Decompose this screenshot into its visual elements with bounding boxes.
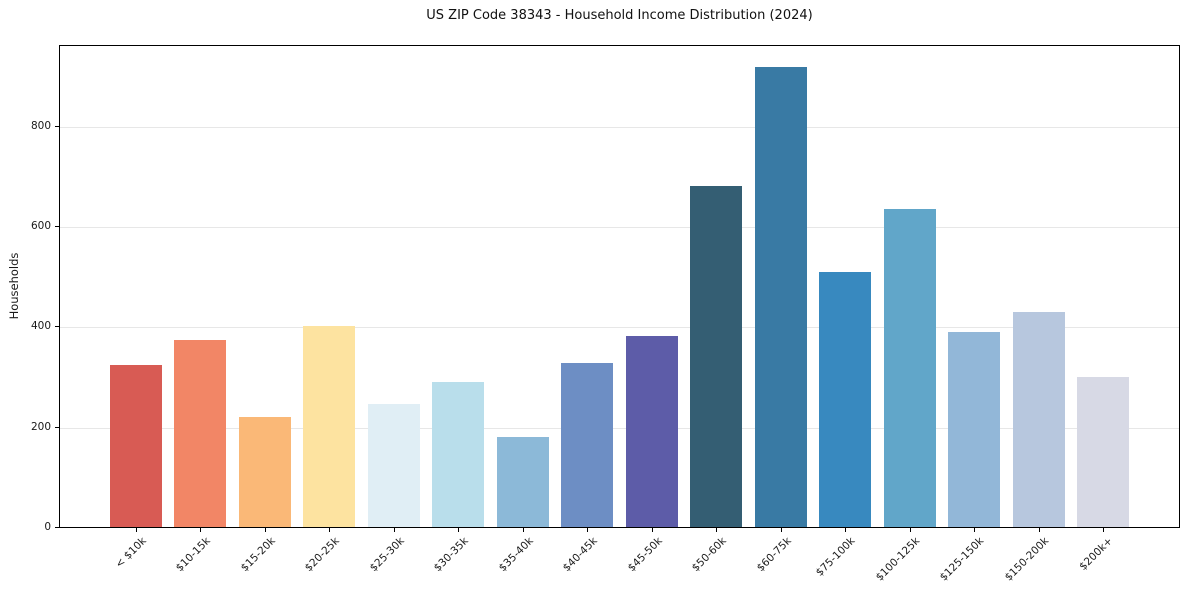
y-tick-200 (55, 426, 59, 428)
y-tick-label-600: 600 (30, 220, 51, 233)
x-tick-$150-200k (1039, 528, 1040, 532)
bar-$200k+ (1077, 377, 1129, 527)
bar-$45-50k (626, 336, 678, 527)
y-tick-400 (55, 326, 59, 328)
bar-$40-45k (561, 363, 613, 527)
x-tick-$200k+ (1103, 528, 1104, 532)
y-tick-label-0: 0 (44, 521, 51, 533)
x-tick-$45-50k (652, 528, 653, 532)
x-tick-$35-40k (523, 528, 524, 532)
y-axis-label: Households (7, 252, 21, 320)
bar-$15-20k (239, 417, 291, 527)
bar-$25-30k (368, 404, 420, 527)
x-tick-$30-35k (458, 528, 459, 532)
chart-title: US ZIP Code 38343 - Household Income Dis… (426, 8, 813, 23)
x-tick-$125-150k (974, 528, 975, 532)
x-tick-< $10k (136, 528, 137, 532)
x-tick-$100-125k (910, 528, 911, 532)
bar-$60-75k (755, 67, 807, 527)
x-tick-$10-15k (200, 528, 201, 532)
y-tick-label-200: 200 (30, 420, 51, 433)
bar-$125-150k (948, 332, 1000, 527)
y-tick-0 (55, 527, 59, 528)
x-tick-$60-75k (781, 528, 782, 532)
bar-$30-35k (432, 382, 484, 527)
x-tick-$40-45k (587, 528, 588, 532)
gridline-y800 (60, 126, 1179, 128)
y-tick-label-800: 800 (30, 119, 51, 132)
bar-$75-100k (819, 272, 871, 527)
y-tick-label-400: 400 (30, 320, 51, 333)
bar-$100-125k (884, 209, 936, 527)
y-tick-800 (55, 125, 59, 127)
x-tick-$50-60k (716, 528, 717, 532)
bar-$20-25k (303, 326, 355, 527)
bar-$35-40k (497, 437, 549, 527)
gridline-y200 (60, 427, 1179, 429)
bar-< $10k (110, 365, 162, 527)
gridline-y600 (60, 227, 1179, 229)
x-tick-$25-30k (394, 528, 395, 532)
y-tick-600 (55, 226, 59, 228)
bar-$50-60k (690, 186, 742, 527)
x-tick-$75-100k (845, 528, 846, 532)
bar-$150-200k (1013, 312, 1065, 527)
bar-$10-15k (174, 340, 226, 527)
gridline-y400 (60, 327, 1179, 329)
x-tick-$15-20k (265, 528, 266, 532)
x-tick-$20-25k (329, 528, 330, 532)
plot-area (59, 45, 1180, 528)
